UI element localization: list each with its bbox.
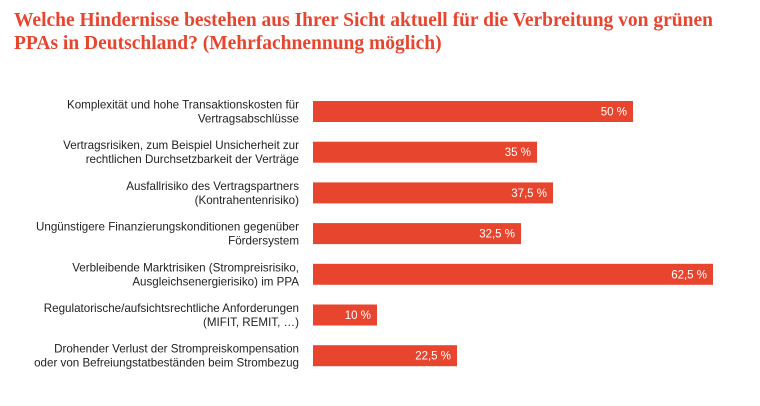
value-labels: 50 % 35 % 37,5 % 32,5 % 62,5 % 10 % 22,5 %: [345, 107, 707, 363]
bar-5: [313, 263, 713, 285]
category-label-3: Ausfallrisiko des Vertragspartners (Kontr…: [126, 180, 299, 207]
category-label-5: Verbleibende Marktrisiken (Strompreisris…: [72, 261, 299, 288]
category-label-line: Fördersystem: [228, 235, 299, 248]
category-label-1: Komplexität und hohe Transaktionskosten …: [67, 99, 299, 126]
category-label-line: Verbleibende Marktrisiken (Strompreisris…: [72, 261, 299, 274]
bar-3: [313, 182, 553, 204]
value-label-6: 10 %: [345, 310, 371, 322]
category-label-line: Ausgleichsenergierisiko) im PPA: [132, 275, 299, 288]
category-label-line: oder von Befreiungstatbeständen beim Str…: [34, 357, 299, 370]
bars: [313, 101, 713, 367]
category-label-line: Regulatorische/aufsichtsrechtliche Anfor…: [44, 302, 299, 315]
category-label-line: Ausfallrisiko des Vertragspartners: [126, 180, 299, 193]
category-label-6: Regulatorische/aufsichtsrechtliche Anfor…: [44, 302, 299, 329]
value-label-5: 62,5 %: [671, 269, 707, 281]
bar-6: [313, 304, 377, 326]
bar-4: [313, 223, 521, 245]
bar-7: [313, 345, 457, 367]
category-label-line: Vertragsrisiken, zum Beispiel Unsicherhe…: [63, 139, 299, 152]
value-label-2: 35 %: [505, 147, 531, 159]
category-label-line: Vertragsabschlüsse: [198, 113, 299, 126]
category-label-line: rechtlichen Durchsetzbarkeit der Verträg…: [86, 153, 299, 166]
category-label-line: (Kontrahentenrisiko): [195, 194, 300, 207]
category-label-4: Ungünstigere Finanzierungskonditionen ge…: [36, 221, 299, 248]
category-label-line: Ungünstigere Finanzierungskonditionen ge…: [36, 221, 299, 234]
category-labels: Komplexität und hohe Transaktionskosten …: [34, 99, 299, 370]
value-label-3: 37,5 %: [511, 188, 547, 200]
bar-1: [313, 101, 633, 122]
bar-2: [313, 141, 537, 163]
category-label-7: Drohender Verlust der Strompreiskompensa…: [34, 343, 299, 370]
chart-title: Welche Hindernisse bestehen aus Ihrer Si…: [14, 10, 714, 54]
category-label-line: (MIFIT, REMIT, …): [203, 316, 299, 329]
value-label-1: 50 %: [601, 107, 627, 119]
value-label-4: 32,5 %: [479, 229, 515, 241]
category-label-2: Vertragsrisiken, zum Beispiel Unsicherhe…: [63, 139, 299, 166]
category-label-line: Drohender Verlust der Strompreiskompensa…: [54, 343, 299, 356]
category-label-line: Komplexität und hohe Transaktionskosten …: [67, 99, 299, 112]
value-label-7: 22,5 %: [415, 351, 451, 363]
